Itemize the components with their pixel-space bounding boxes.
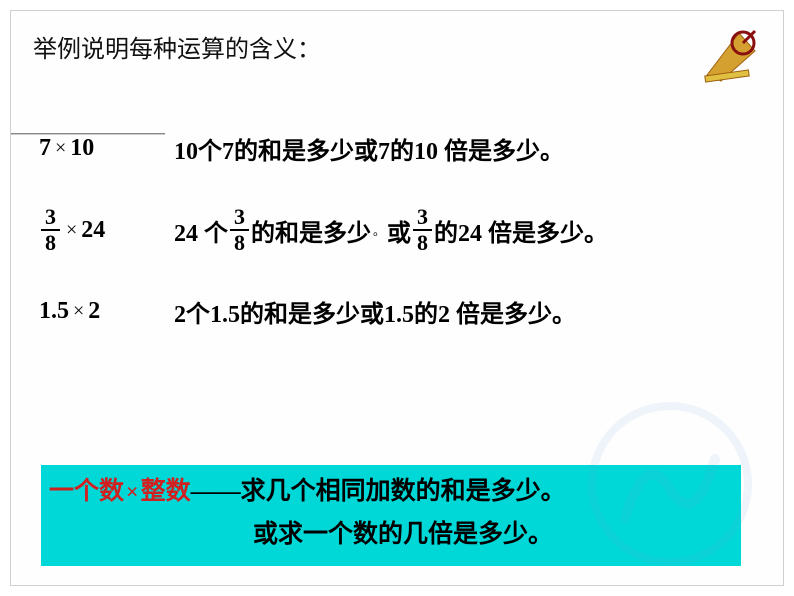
red-text: 整数 (141, 478, 191, 505)
explanation-text: 10个7的和是多少或7的10 倍是多少。 (174, 131, 564, 166)
explanation-text: 2个1.5的和是多少或1.5的2 倍是多少。 (174, 294, 576, 329)
operator: × (66, 219, 77, 242)
fraction: 3 8 (41, 206, 60, 254)
text: 24 个 (174, 213, 228, 248)
denominator: 8 (230, 231, 249, 254)
numerator: 3 (41, 206, 60, 231)
operand-a: 1.5 (39, 298, 69, 325)
example-row: 3 8 × 24 24 个 3 8 的和是多少 。 或 3 8 的24 (39, 206, 755, 254)
fraction: 3 8 (413, 206, 432, 254)
operator: × (55, 137, 66, 160)
rhs-text: 10个7的和是多少或7的10 倍是多少。 (174, 131, 564, 166)
page-title: 举例说明每种运算的含义： (33, 29, 761, 64)
numerator: 3 (413, 206, 432, 231)
slide-frame: 举例说明每种运算的含义： 7 × 10 10个7的和是多少或7的10 倍是多少。… (10, 10, 784, 586)
text: 或 (387, 213, 411, 248)
lhs-expression: 1.5 × 2 (39, 298, 174, 325)
example-row: 1.5 × 2 2个1.5的和是多少或1.5的2 倍是多少。 (39, 294, 755, 329)
example-row: 7 × 10 10个7的和是多少或7的10 倍是多少。 (39, 131, 755, 166)
denominator: 8 (41, 231, 60, 254)
corner-decor-icon (701, 27, 761, 87)
operand-b: 24 (81, 217, 105, 244)
operand-b: 2 (88, 298, 100, 325)
rhs-text: 2个1.5的和是多少或1.5的2 倍是多少。 (174, 294, 576, 329)
lhs-expression: 7 × 10 (39, 135, 174, 162)
text: 的和是多少 (251, 213, 371, 248)
watermark-icon (575, 399, 765, 569)
times-symbol: × (126, 479, 139, 504)
rhs-text: 24 个 3 8 的和是多少 。 或 3 8 的24 倍是多少。 (174, 206, 608, 254)
operand-b: 10 (70, 135, 94, 162)
operator: × (73, 300, 84, 323)
operand-a: 7 (39, 135, 51, 162)
example-rows: 7 × 10 10个7的和是多少或7的10 倍是多少。 3 8 × 24 24 … (39, 131, 755, 369)
black-text: ——求几个相同加数的和是多少。 (191, 478, 566, 505)
red-text: 一个数 (49, 478, 124, 505)
small-period: 。 (373, 222, 385, 239)
lhs-expression: 3 8 × 24 (39, 206, 174, 254)
text: 的24 倍是多少。 (434, 213, 608, 248)
fraction: 3 8 (230, 206, 249, 254)
numerator: 3 (230, 206, 249, 231)
denominator: 8 (413, 231, 432, 254)
